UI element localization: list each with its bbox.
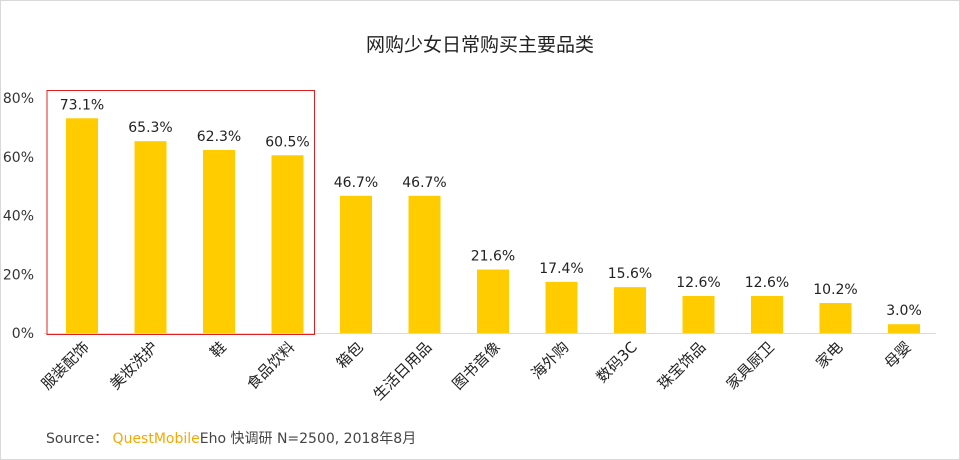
highlight-box	[46, 90, 315, 335]
data-label: 15.6%	[608, 266, 652, 282]
bar	[134, 141, 167, 333]
data-label: 21.6%	[471, 249, 515, 265]
y-tick-label: 40%	[3, 209, 34, 225]
bar	[614, 287, 646, 333]
x-tick-label: 家电	[812, 338, 846, 372]
bar	[66, 118, 98, 333]
data-label: 60.5%	[265, 134, 309, 150]
data-label: 12.6%	[676, 275, 720, 291]
x-tick-label: 服装配饰	[38, 338, 93, 393]
source-brand: QuestMobile	[112, 431, 200, 447]
data-label: 3.0%	[886, 303, 922, 319]
bar	[751, 295, 783, 333]
x-tick-label: 母婴	[881, 338, 915, 372]
y-tick-label: 0%	[12, 326, 34, 342]
bar	[271, 155, 304, 333]
bar	[545, 281, 578, 333]
y-tick-label: 80%	[3, 91, 34, 107]
bar	[408, 195, 441, 333]
source-note: Source： QuestMobileEho 快调研 N=2500, 2018年…	[46, 428, 416, 448]
x-tick-label: 美妆洗护	[106, 338, 161, 393]
source-rest: Eho 快调研 N=2500, 2018年8月	[199, 431, 417, 447]
x-tick-label: 鞋	[206, 338, 229, 361]
data-label: 17.4%	[539, 261, 583, 277]
bar	[477, 269, 509, 333]
y-tick-label: 20%	[3, 267, 34, 283]
bar	[682, 295, 715, 333]
data-label: 73.1%	[60, 97, 104, 113]
x-tick-label: 箱包	[333, 338, 367, 372]
data-label: 46.7%	[334, 175, 378, 191]
y-tick-label: 60%	[3, 150, 34, 166]
data-label: 10.2%	[813, 282, 857, 298]
bar	[888, 324, 920, 333]
x-tick-label: 数码3C	[593, 338, 641, 386]
data-label: 46.7%	[402, 175, 446, 191]
data-label: 65.3%	[128, 120, 172, 136]
x-tick-label: 图书音像	[449, 338, 504, 393]
bar	[203, 149, 235, 333]
x-tick-label: 海外购	[528, 338, 573, 383]
bar	[819, 303, 852, 333]
x-tick-label: 食品饮料	[243, 338, 298, 393]
bar	[340, 195, 372, 333]
x-tick-label: 珠宝饰品	[654, 338, 709, 393]
x-tick-label: 生活日用品	[370, 338, 436, 404]
chart-title: 网购少女日常购买主要品类	[365, 34, 594, 56]
data-label: 62.3%	[197, 129, 241, 145]
source-prefix: Source：	[46, 431, 109, 447]
x-tick-label: 家具厨卫	[723, 338, 778, 393]
data-label: 12.6%	[745, 275, 789, 291]
